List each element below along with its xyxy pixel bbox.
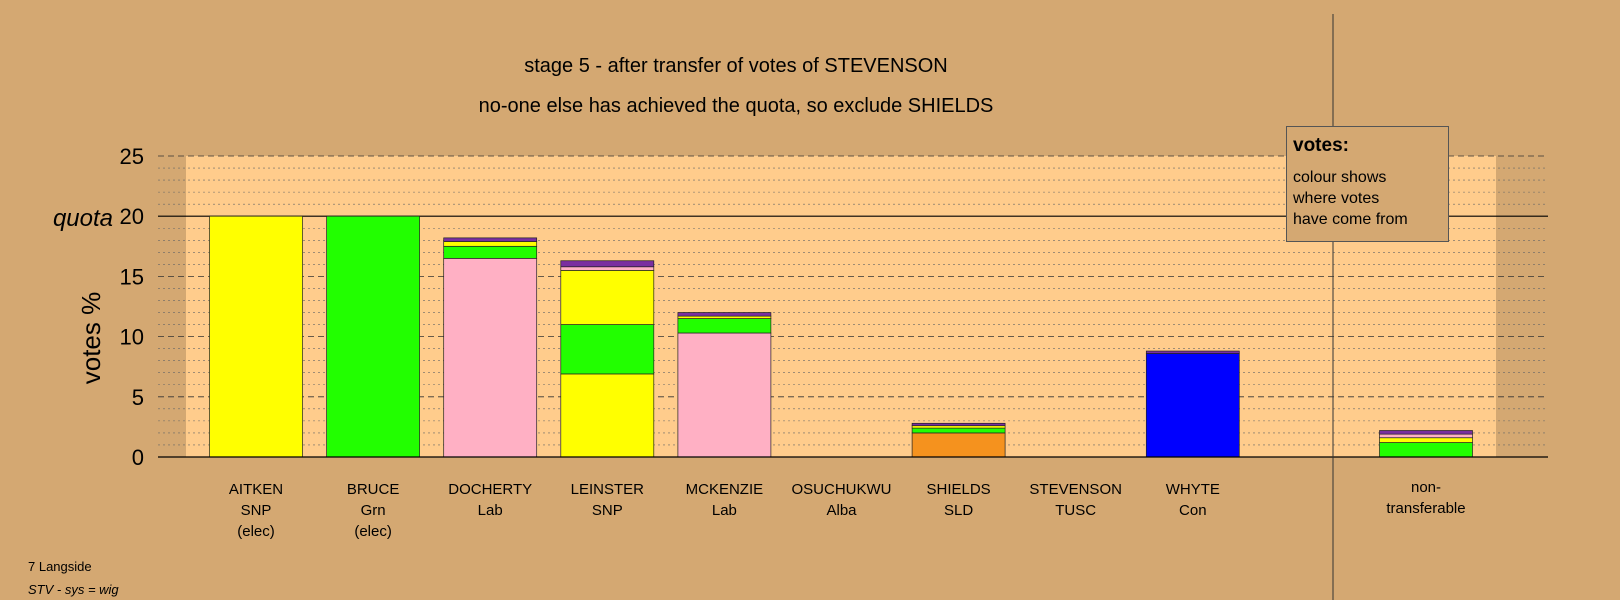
x-tick-label: transferable	[1386, 500, 1465, 517]
x-tick-label: OSUCHUKWU	[792, 481, 892, 498]
x-tick-label: STEVENSON	[1029, 481, 1122, 498]
bar-docherty-segment-grn	[443, 245, 538, 259]
x-tick-label: SHIELDS	[926, 481, 990, 498]
y-tick-label: 10	[120, 325, 144, 350]
bar-shields-segment-alba	[911, 422, 1006, 427]
x-tick-label: SNP	[592, 502, 623, 519]
legend-line: colour shows	[1293, 169, 1387, 186]
bars	[209, 215, 1473, 458]
x-tick-label: DOCHERTY	[448, 481, 532, 498]
bar-mckenzie-segment-snp	[677, 315, 772, 319]
bar-docherty-segment-lab	[443, 257, 538, 458]
x-tick-label: Con	[1179, 502, 1207, 519]
y-tick-label: 25	[120, 144, 144, 169]
bar-nontransferable-segment-alba	[1379, 430, 1473, 435]
bar-leinster-segment-alba	[560, 260, 655, 268]
bar-nontransferable-segment-grn	[1379, 442, 1473, 458]
x-tick-label: Lab	[712, 502, 737, 519]
x-tick-label: Alba	[826, 502, 857, 519]
x-tick-label: BRUCE	[347, 481, 400, 498]
bar-leinster-segment-lab	[560, 266, 655, 271]
x-tick-label: MCKENZIE	[686, 481, 764, 498]
bar-whyte-segment-con	[1145, 353, 1240, 458]
bar-leinster-segment-snp	[560, 270, 655, 325]
system-note: STV - sys = wig	[28, 582, 119, 597]
bar-mckenzie-segment-lab	[677, 332, 772, 458]
ward-name: 7 Langside	[28, 559, 92, 574]
y-tick-label: 5	[132, 385, 144, 410]
chart-subtitle: no-one else has achieved the quota, so e…	[479, 95, 994, 117]
bar-docherty-segment-alba	[443, 237, 538, 242]
y-tick-label: 15	[120, 264, 144, 289]
bar-mckenzie-segment-grn	[677, 318, 772, 334]
x-tick-label: Grn	[361, 502, 386, 519]
bar-leinster-segment-snp	[560, 373, 655, 458]
bar-docherty-segment-snp	[443, 241, 538, 247]
bar-shields-segment-sld	[911, 432, 1006, 458]
x-axis-labels: AITKEN SNP (elec) BRUCE Grn (elec) DOCHERTY Lab…	[229, 479, 1466, 540]
x-tick-label: (elec)	[354, 523, 392, 540]
x-tick-label: SLD	[944, 502, 973, 519]
x-tick-label: Lab	[478, 502, 503, 519]
x-tick-label: non-	[1411, 479, 1441, 496]
y-axis-label: votes %	[76, 292, 106, 385]
bar-nontransferable-segment-snp	[1379, 437, 1473, 443]
quota-label: quota	[53, 205, 113, 232]
bar-mckenzie-segment-alba	[677, 312, 772, 317]
bar-shields-segment-snp	[911, 425, 1006, 429]
legend-line: where votes	[1293, 190, 1380, 207]
bar-shields-segment-grn	[911, 427, 1006, 434]
x-tick-label: SNP	[241, 502, 272, 519]
chart-title: stage 5 - after transfer of votes of STE…	[524, 55, 948, 77]
bar-whyte-segment-alba	[1145, 350, 1240, 354]
legend-title: votes:	[1293, 135, 1349, 156]
x-tick-label: (elec)	[237, 523, 275, 540]
bar-leinster-segment-grn	[560, 324, 655, 375]
y-tick-label: 20	[120, 204, 144, 229]
y-axis: 0 5 10 15 20 25	[120, 144, 1548, 470]
legend-line: have come from	[1293, 211, 1408, 228]
bar-nontransferable-segment-lab	[1379, 433, 1473, 439]
x-tick-label: AITKEN	[229, 481, 283, 498]
x-tick-label: WHYTE	[1166, 481, 1220, 498]
bar-aitken-segment-snp	[209, 215, 303, 458]
legend-box: votes: colour shows where votes have com…	[1286, 126, 1449, 242]
x-tick-label: LEINSTER	[571, 481, 645, 498]
y-tick-label: 0	[132, 445, 144, 470]
bar-bruce-segment-grn	[326, 215, 420, 458]
x-tick-label: TUSC	[1055, 502, 1096, 519]
